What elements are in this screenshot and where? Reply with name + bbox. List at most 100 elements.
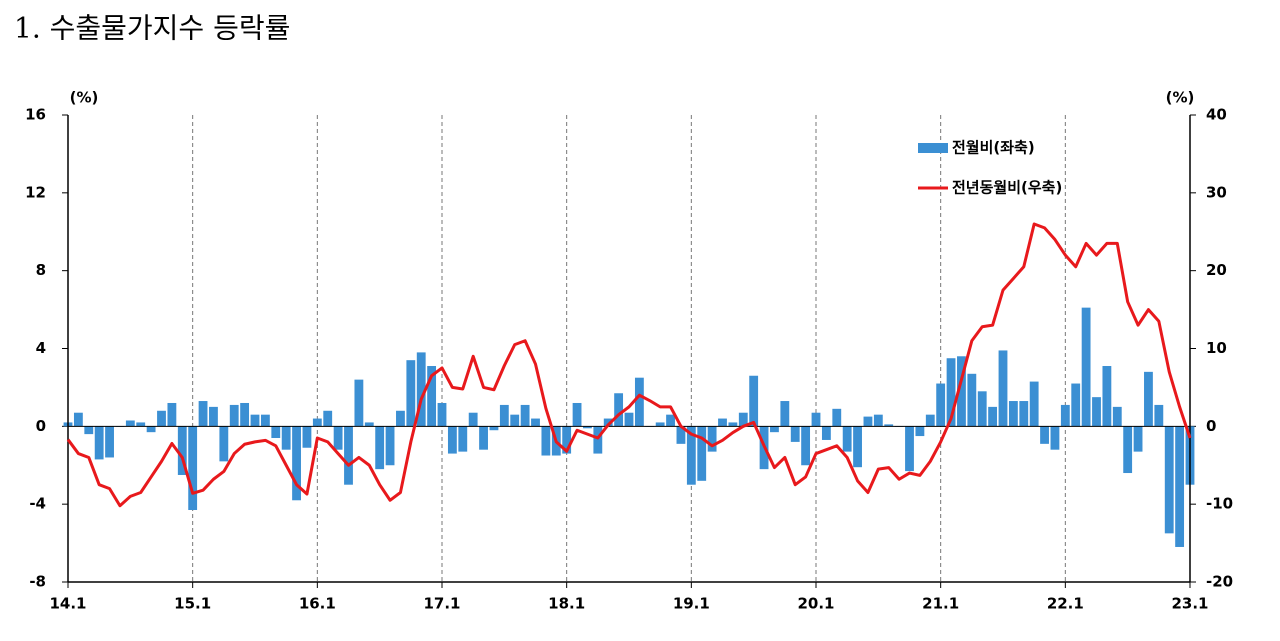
bar (229, 404, 239, 427)
bar (1040, 426, 1049, 444)
line (66, 222, 1192, 508)
bar (240, 402, 250, 427)
bar (1019, 401, 1029, 427)
bar (323, 410, 333, 427)
bar (946, 358, 956, 427)
bar (873, 414, 883, 427)
y2-tick-label: -20 (1206, 573, 1233, 591)
x-tick-label: 20.1 (797, 595, 834, 613)
bar (209, 406, 218, 427)
x-tick-label: 16.1 (299, 595, 336, 613)
bar (925, 414, 935, 427)
bar (770, 426, 779, 433)
bar (541, 426, 551, 456)
bar (707, 426, 717, 452)
bar (292, 426, 301, 501)
bar (396, 410, 405, 427)
bar (177, 426, 187, 475)
bar (489, 426, 499, 431)
bar (811, 412, 821, 427)
bar (603, 418, 613, 427)
bar (1133, 426, 1143, 452)
bar (416, 352, 426, 427)
legend-label: 전년동월비(우축) (952, 179, 1062, 197)
y-tick-label: -8 (29, 573, 46, 591)
bar (863, 416, 873, 427)
x-tick-label: 15.1 (174, 595, 211, 613)
bar (853, 426, 862, 468)
bar (1092, 397, 1101, 427)
bar (73, 412, 83, 427)
y2-tick-label: 20 (1206, 261, 1227, 279)
bar (531, 418, 540, 427)
x-tick-label: 19.1 (673, 595, 710, 613)
bar (375, 426, 385, 470)
bar (385, 426, 395, 466)
y-tick-label: 0 (36, 417, 46, 435)
y-axis-label: (%) (70, 89, 99, 107)
bar (344, 426, 353, 485)
y-tick-label: 4 (36, 339, 46, 357)
y-tick-label: 8 (36, 261, 46, 279)
bar (468, 412, 478, 427)
bar (583, 426, 592, 429)
bar (790, 426, 800, 442)
bar (94, 426, 104, 460)
bar (821, 426, 831, 440)
bar (302, 426, 312, 448)
bar (718, 418, 727, 427)
y2-axis-label: (%) (1166, 89, 1195, 107)
bar (188, 426, 198, 511)
chart-title: 1. 수출물가지수 등락률 (14, 12, 290, 45)
x-tick-label: 22.1 (1047, 595, 1084, 613)
bar (427, 366, 437, 427)
bar (905, 426, 914, 472)
bar (957, 356, 966, 427)
bar (738, 412, 748, 427)
bar (146, 426, 156, 433)
bar (1144, 371, 1153, 427)
bar (167, 402, 177, 427)
bar (260, 414, 270, 427)
y2-tick-label: 0 (1206, 417, 1216, 435)
y2-tick-label: 40 (1206, 106, 1227, 124)
bar (1050, 426, 1060, 450)
bar (686, 426, 696, 485)
bar (1008, 401, 1018, 427)
bar (562, 426, 572, 454)
bar (1029, 381, 1039, 427)
bar (666, 414, 675, 427)
bar (977, 391, 987, 427)
bar (271, 426, 281, 439)
x-tick-label: 21.1 (922, 595, 959, 613)
bar (219, 426, 229, 462)
bar (499, 404, 509, 427)
x-tick-label: 18.1 (548, 595, 585, 613)
y-tick-label: -4 (29, 495, 46, 513)
legend-swatch (918, 143, 948, 153)
bar (479, 426, 488, 450)
x-tick-label: 23.1 (1171, 595, 1208, 613)
bar (801, 426, 811, 466)
bar (1060, 404, 1070, 427)
legend-label: 전월비(좌축) (952, 139, 1035, 157)
bar (676, 426, 686, 444)
bar (1164, 426, 1174, 534)
bar (655, 422, 665, 427)
bar (250, 414, 260, 427)
bar (1175, 426, 1185, 547)
bar (458, 426, 468, 452)
y-tick-label: 12 (25, 183, 46, 201)
bar (510, 414, 520, 427)
bar (354, 379, 364, 427)
bar (624, 412, 634, 427)
bar (1112, 406, 1122, 427)
bar (634, 377, 644, 427)
bar (1123, 426, 1133, 474)
bar (832, 408, 842, 427)
bar (593, 426, 603, 454)
bar (780, 401, 790, 427)
bar (437, 402, 447, 427)
